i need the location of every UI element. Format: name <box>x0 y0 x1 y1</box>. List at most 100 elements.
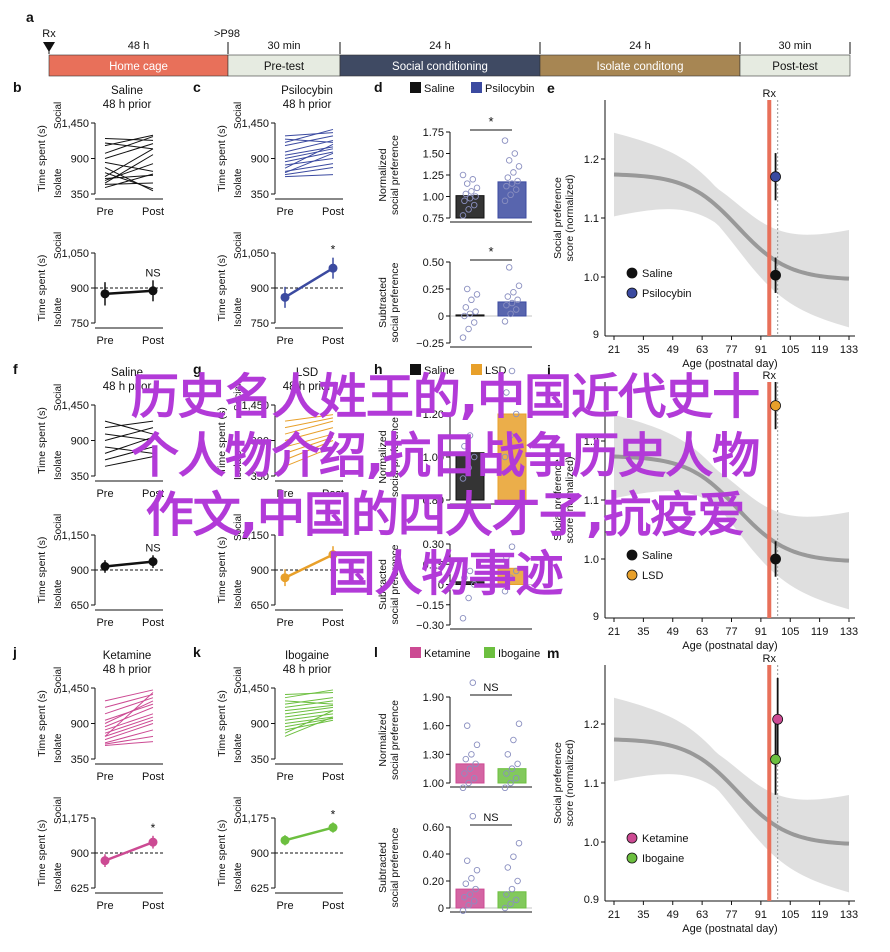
bar-point-normalized-d-1-0 <box>501 197 509 205</box>
bar-y-tick-label-normalized-h-0: 0.80 <box>423 495 444 507</box>
subject-line-c-9 <box>284 163 334 172</box>
bar-point-normalized-l-0-2 <box>470 774 478 782</box>
trend-point-m-1 <box>770 754 781 765</box>
bar-point-normalized-d-1-4 <box>508 180 516 187</box>
bar-y-label2-normalized-l: social preference <box>389 700 401 780</box>
significance-b: NS <box>145 267 160 279</box>
bar-y-tick-label-subtracted-l-1: 0.20 <box>423 876 444 888</box>
bar-block-subtracted-l: 0 0.20 0.40 0.60 Subtracted social preference… <box>377 812 532 915</box>
bar-point-subtracted-d-0-7 <box>468 296 475 304</box>
bar-y-label2-subtracted-l: social preference <box>389 827 401 907</box>
trend-legend-label-i-1: LSD <box>642 570 663 582</box>
bar-legend-swatch-h-0 <box>410 364 421 375</box>
bar-point-subtracted-d-1-6 <box>504 293 512 300</box>
subject-line-b-1 <box>104 137 154 141</box>
trend-x-tick-label-m-7: 119 <box>811 909 829 921</box>
trend-x-tick-label-e-8: 133 <box>840 344 858 356</box>
bar-block-normalized-h: 0.80 1.00 1.20 Normalized social preference <box>377 367 532 507</box>
pair-subtitle-g: 48 h prior <box>283 381 332 393</box>
x-label-post-j: Post <box>142 771 164 783</box>
trend-y-tick-label-e-0: 1.0 <box>584 272 599 284</box>
bar-y-tick-label-normalized-h-1: 1.00 <box>423 452 444 464</box>
subject-line-b-8 <box>104 154 154 184</box>
y-label-g: Time spent (s) <box>216 407 228 474</box>
y-label-f: Time spent (s) <box>36 407 48 474</box>
y-top-word-k: Social <box>233 667 244 694</box>
summary-bottom-word-b: Isolate <box>53 297 64 327</box>
bar-point-subtracted-d-0-8 <box>473 291 481 298</box>
timeline-duration-0: 48 h <box>128 40 149 52</box>
panel-letter-k: k <box>193 644 201 660</box>
bar-point-normalized-l-0-5 <box>472 760 479 768</box>
trend-y-tick-label-m-2: 1.2 <box>584 719 599 731</box>
trend-rx-line-m <box>767 665 772 901</box>
bar-y-tick-label-normalized-l-3: 1.90 <box>423 692 444 704</box>
subject-line-c-11 <box>284 174 334 178</box>
subject-line-c-2 <box>284 135 334 147</box>
subject-line-j-6 <box>104 716 154 734</box>
summary-x-label-post-b: Post <box>142 335 164 347</box>
y-top-word-c: Social <box>233 102 244 129</box>
bar-normalized-h-0 <box>455 452 485 501</box>
summary-y-tick-label-c-1: 900 <box>251 283 269 295</box>
timeline-segment-label-4: Post-test <box>772 61 818 73</box>
significance-k: * <box>331 807 336 821</box>
bar-point-normalized-d-0-6 <box>462 190 470 198</box>
bar-point-normalized-l-0-10 <box>469 679 477 686</box>
subject-line-j-12 <box>104 692 154 737</box>
bar-y-label1-normalized-l: Normalized <box>377 713 389 766</box>
summary-x-label-pre-k: Pre <box>276 900 293 912</box>
bar-point-normalized-d-0-11 <box>459 171 467 179</box>
subject-line-b-4 <box>104 161 154 172</box>
summary-y-tick-label-j-0: 1,175 <box>61 813 89 825</box>
bar-y-tick-label-normalized-d-2: 1.25 <box>423 170 444 182</box>
trend-y-axis-min-label-i: 9 <box>593 611 599 623</box>
trend-x-tick-label-i-8: 133 <box>840 626 858 638</box>
y-top-word-g: Social <box>233 384 244 411</box>
panel-letter-g: g <box>193 361 202 377</box>
subject-line-j-4 <box>104 706 154 728</box>
summary-y-label-f: Time spent (s) <box>36 537 48 604</box>
trend-y-tick-label-i-2: 1.2 <box>584 436 599 448</box>
x-label-pre-b: Pre <box>96 206 113 218</box>
bar-point-subtracted-l-0-3 <box>461 893 468 901</box>
bar-point-normalized-h-1-4 <box>508 367 516 375</box>
bar-y-tick-label-subtracted-l-2: 0.40 <box>423 849 444 861</box>
bar-point-subtracted-d-0-3 <box>461 312 468 320</box>
summary-y-tick-label-k-2: 625 <box>251 883 269 895</box>
mean-line-k <box>284 826 334 842</box>
x-label-pre-c: Pre <box>276 206 293 218</box>
subject-line-k-11 <box>284 719 334 731</box>
bar-y-label1-normalized-d: Normalized <box>377 148 389 201</box>
bar-point-normalized-d-0-4 <box>466 194 474 202</box>
bar-point-subtracted-d-1-1 <box>507 310 514 318</box>
panel-letter-d: d <box>374 79 383 95</box>
trend-y-axis-min-label-e: 9 <box>593 329 599 341</box>
summary-y-label-j: Time spent (s) <box>36 820 48 887</box>
bar-point-normalized-d-0-1 <box>465 206 472 213</box>
y-tick-label-b-1: 900 <box>71 154 89 166</box>
subject-line-c-6 <box>284 151 334 163</box>
trend-y-tick-label-e-2: 1.2 <box>584 154 599 166</box>
y-top-word-f: Social <box>53 384 64 411</box>
trend-legend-marker-m-0 <box>626 832 638 844</box>
bar-y-tick-label-subtracted-h-0: −0.30 <box>416 620 444 632</box>
trend-fit-line-m <box>613 737 850 846</box>
bar-legend-label-h-0: Saline <box>424 365 455 377</box>
bar-point-subtracted-l-0-2 <box>470 898 478 905</box>
bar-point-normalized-l-0-0 <box>459 784 467 792</box>
panel-letter-i: i <box>547 362 551 378</box>
y-tick-label-k-0: 1,450 <box>241 683 269 695</box>
subject-line-f-2 <box>104 427 154 441</box>
pair-title-f: Saline <box>111 367 143 379</box>
trend-point-m-0 <box>772 713 784 725</box>
bar-subtracted-d-0 <box>455 314 485 317</box>
summary-y-tick-label-k-0: 1,175 <box>241 813 269 825</box>
bar-point-subtracted-l-1-1 <box>507 900 514 908</box>
bar-y-label2-subtracted-h: social preference <box>389 544 401 624</box>
pair-panel-c: c Psilocybin 48 h prior 1,450 900 350 Time spe… <box>193 79 344 347</box>
subject-line-c-7 <box>284 158 334 166</box>
bar-point-normalized-h-0-0 <box>459 475 467 482</box>
bar-subtracted-h-1 <box>497 567 527 585</box>
y-bottom-word-j: Isolate <box>53 733 64 763</box>
